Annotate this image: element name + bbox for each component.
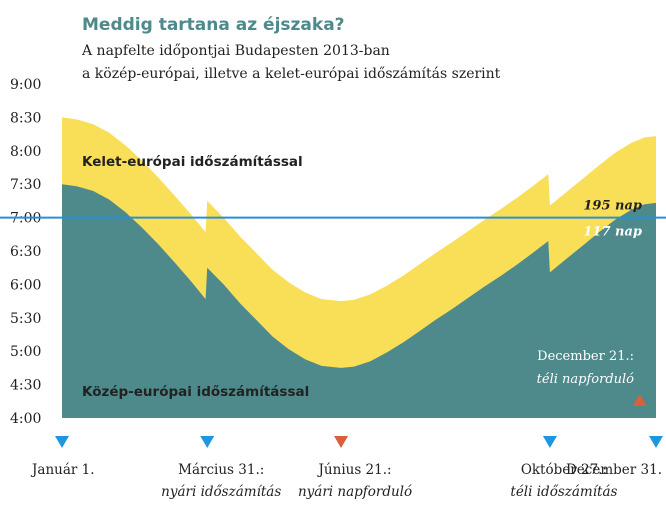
date-label: Október 27.:: [521, 462, 607, 478]
y-tick-label: 4:30: [10, 378, 41, 394]
y-axis-ticks: 9:008:308:007:307:006:306:005:305:004:30…: [10, 77, 41, 427]
chart-title: Meddig tartana az éjszaka?: [82, 15, 345, 35]
date-marker-down-icon: [542, 436, 557, 448]
date-label: Január 1.: [30, 462, 95, 478]
area-cet: [62, 184, 656, 418]
date-sublabel: nyári napforduló: [298, 484, 412, 500]
y-tick-label: 8:30: [10, 110, 41, 126]
date-marker-down-icon: [649, 436, 663, 448]
y-tick-label: 5:00: [10, 344, 41, 360]
annotation-line-1: December 21.:: [537, 349, 634, 364]
date-label: December 31.: [566, 462, 662, 478]
date-label: Március 31.:: [178, 462, 264, 478]
plot-area: [62, 117, 656, 419]
annotation-marker-up-icon: [632, 394, 647, 406]
date-sublabel: nyári időszámítás: [161, 484, 281, 500]
date-marker-down-icon: [55, 436, 69, 448]
chart-subtitle-line-1: A napfelte időpontjai Budapesten 2013-ba…: [81, 43, 390, 59]
date-sublabel: téli időszámítás: [510, 484, 617, 500]
date-markers: Január 1. Március 31.: nyári időszámítás Jú…: [30, 436, 663, 500]
y-tick-label: 8:00: [10, 144, 41, 160]
series-label-cet: Közép-európai időszámítással: [82, 384, 309, 400]
date-marker-down-icon: [334, 436, 349, 448]
y-tick-label: 7:30: [10, 177, 41, 193]
y-tick-label: 6:00: [10, 277, 41, 293]
date-label: Június 21.:: [317, 462, 392, 478]
days-below-label: 117 nap: [583, 225, 642, 240]
days-above-label: 195 nap: [583, 199, 642, 214]
annotation-line-2: téli napforduló: [537, 372, 635, 387]
y-tick-label: 4:00: [10, 411, 41, 427]
y-tick-label: 6:30: [10, 244, 41, 260]
y-tick-label: 5:30: [10, 311, 41, 327]
chart-subtitle-line-2: a közép-európai, illetve a kelet-európai…: [82, 66, 501, 82]
y-tick-label: 9:00: [10, 77, 41, 93]
series-label-eet: Kelet-európai időszámítással: [82, 154, 303, 170]
date-marker-down-icon: [200, 436, 215, 448]
